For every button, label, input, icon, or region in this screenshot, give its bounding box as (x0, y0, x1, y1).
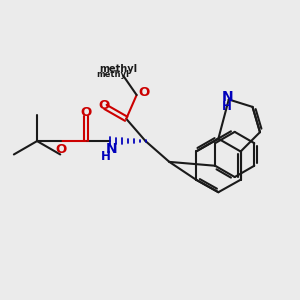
Text: H: H (222, 100, 232, 112)
Text: O: O (98, 99, 110, 112)
Text: H: H (100, 150, 110, 163)
Text: N: N (106, 142, 117, 156)
Text: methyl: methyl (96, 70, 129, 79)
Text: N: N (221, 90, 233, 104)
Text: methyl: methyl (100, 64, 138, 74)
Text: O: O (55, 142, 67, 156)
Text: O: O (80, 106, 92, 119)
Text: O: O (138, 85, 150, 98)
